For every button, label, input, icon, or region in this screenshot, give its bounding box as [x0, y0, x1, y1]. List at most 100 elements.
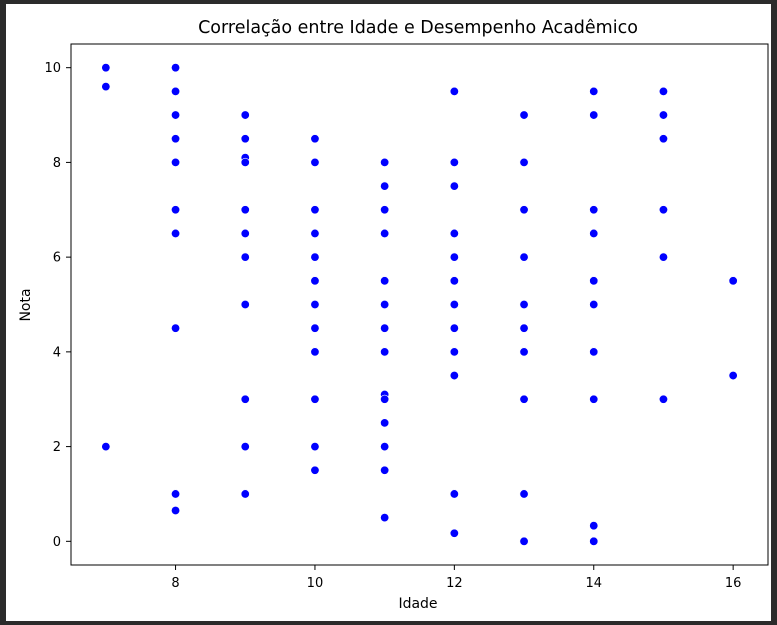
data-point: [310, 276, 320, 286]
data-point: [449, 157, 459, 167]
data-point: [101, 442, 111, 452]
data-point: [380, 276, 390, 286]
y-tick-label: 10: [44, 61, 61, 76]
data-point: [171, 323, 181, 333]
data-point: [310, 442, 320, 452]
data-point: [519, 536, 529, 546]
data-point: [589, 299, 599, 309]
data-point: [519, 205, 529, 215]
data-point: [171, 63, 181, 73]
data-point: [449, 228, 459, 238]
data-point: [171, 86, 181, 96]
data-point: [171, 506, 181, 516]
data-point: [589, 394, 599, 404]
y-axis-label: Nota: [18, 288, 34, 321]
data-point: [240, 394, 250, 404]
data-point: [449, 489, 459, 499]
data-point: [101, 82, 111, 92]
x-axis-label: Idade: [398, 596, 437, 612]
x-tick-label: 12: [446, 576, 463, 591]
data-point: [380, 465, 390, 475]
data-point: [380, 299, 390, 309]
data-point: [449, 528, 459, 538]
scatter-chart: Correlação entre Idade e Desempenho Acad…: [18, 18, 769, 612]
data-point: [240, 157, 250, 167]
y-tick-label: 4: [53, 345, 61, 360]
data-point: [589, 86, 599, 96]
data-point: [380, 205, 390, 215]
data-point: [380, 394, 390, 404]
data-point: [310, 394, 320, 404]
data-point: [310, 228, 320, 238]
data-point: [380, 228, 390, 238]
data-point: [240, 489, 250, 499]
data-point: [658, 110, 668, 120]
data-points: [101, 63, 738, 546]
data-point: [240, 442, 250, 452]
data-point: [171, 489, 181, 499]
chart-title: Correlação entre Idade e Desempenho Acad…: [198, 18, 638, 38]
data-point: [589, 110, 599, 120]
data-point: [240, 205, 250, 215]
data-point: [658, 394, 668, 404]
data-point: [449, 276, 459, 286]
data-point: [171, 157, 181, 167]
data-point: [519, 299, 529, 309]
data-point: [589, 536, 599, 546]
data-point: [310, 205, 320, 215]
data-point: [240, 299, 250, 309]
data-point: [658, 252, 668, 262]
y-tick-label: 2: [53, 440, 61, 455]
x-axis: 8 10 12 14 16: [171, 565, 741, 591]
data-point: [310, 299, 320, 309]
data-point: [240, 252, 250, 262]
data-point: [589, 521, 599, 531]
y-tick-label: 6: [53, 251, 61, 266]
data-point: [240, 228, 250, 238]
data-point: [380, 181, 390, 191]
data-point: [171, 110, 181, 120]
x-tick-label: 16: [725, 576, 742, 591]
data-point: [310, 134, 320, 144]
data-point: [728, 276, 738, 286]
data-point: [449, 323, 459, 333]
data-point: [101, 63, 111, 73]
data-point: [519, 110, 529, 120]
data-point: [589, 347, 599, 357]
data-point: [380, 323, 390, 333]
data-point: [519, 252, 529, 262]
plot-area: [70, 43, 769, 566]
data-point: [658, 205, 668, 215]
chart-figure: Correlação entre Idade e Desempenho Acad…: [6, 4, 771, 621]
data-point: [310, 323, 320, 333]
data-point: [171, 228, 181, 238]
y-tick-label: 8: [53, 156, 61, 171]
data-point: [449, 299, 459, 309]
data-point: [519, 157, 529, 167]
data-point: [449, 347, 459, 357]
x-tick-label: 14: [585, 576, 602, 591]
data-point: [240, 134, 250, 144]
data-point: [519, 323, 529, 333]
y-tick-label: 0: [53, 535, 61, 550]
data-point: [449, 86, 459, 96]
data-point: [310, 347, 320, 357]
x-tick-label: 8: [171, 576, 179, 591]
data-point: [449, 181, 459, 191]
data-point: [589, 276, 599, 286]
data-point: [658, 86, 668, 96]
data-point: [310, 157, 320, 167]
data-point: [240, 110, 250, 120]
data-point: [171, 205, 181, 215]
data-point: [519, 394, 529, 404]
data-point: [380, 347, 390, 357]
data-point: [310, 252, 320, 262]
data-point: [589, 228, 599, 238]
data-point: [519, 347, 529, 357]
data-point: [519, 489, 529, 499]
data-point: [589, 205, 599, 215]
data-point: [380, 513, 390, 523]
data-point: [171, 134, 181, 144]
data-point: [380, 157, 390, 167]
